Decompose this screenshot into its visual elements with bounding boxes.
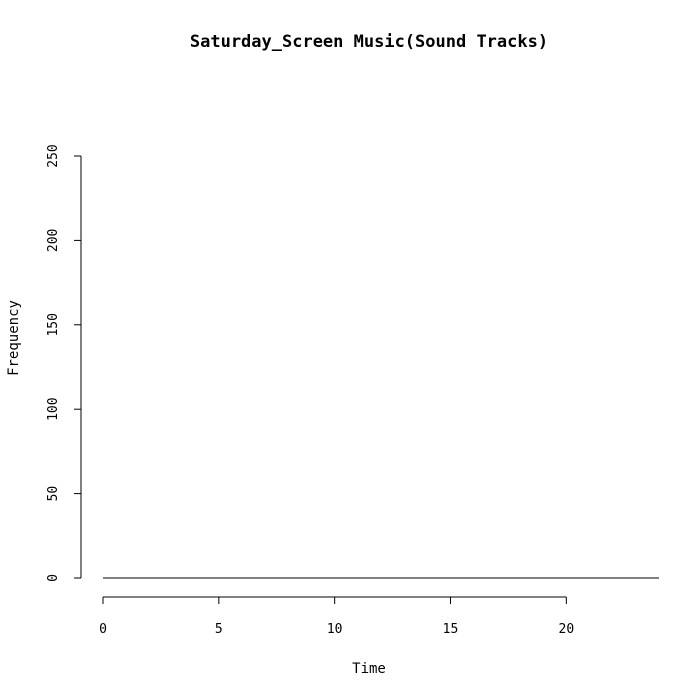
y-tick-label: 100 (46, 397, 61, 420)
x-tick-label: 20 (559, 622, 575, 637)
x-tick-label: 0 (99, 622, 107, 637)
x-axis: 0 5 10 15 20 (99, 596, 575, 637)
y-tick-label: 150 (46, 313, 61, 336)
y-tick-label: 250 (46, 144, 61, 167)
y-tick-label: 50 (46, 486, 61, 502)
y-axis: 0 50 100 150 200 250 (46, 144, 82, 582)
y-tick-label: 0 (46, 574, 61, 582)
x-tick-label: 15 (443, 622, 459, 637)
y-tick-label: 200 (46, 229, 61, 252)
y-axis-label: Frequency (6, 300, 22, 376)
x-tick-label: 5 (215, 622, 223, 637)
x-axis-label: Time (352, 661, 386, 677)
chart-title: Saturday_Screen Music(Sound Tracks) (190, 32, 548, 52)
x-tick-label: 10 (327, 622, 343, 637)
